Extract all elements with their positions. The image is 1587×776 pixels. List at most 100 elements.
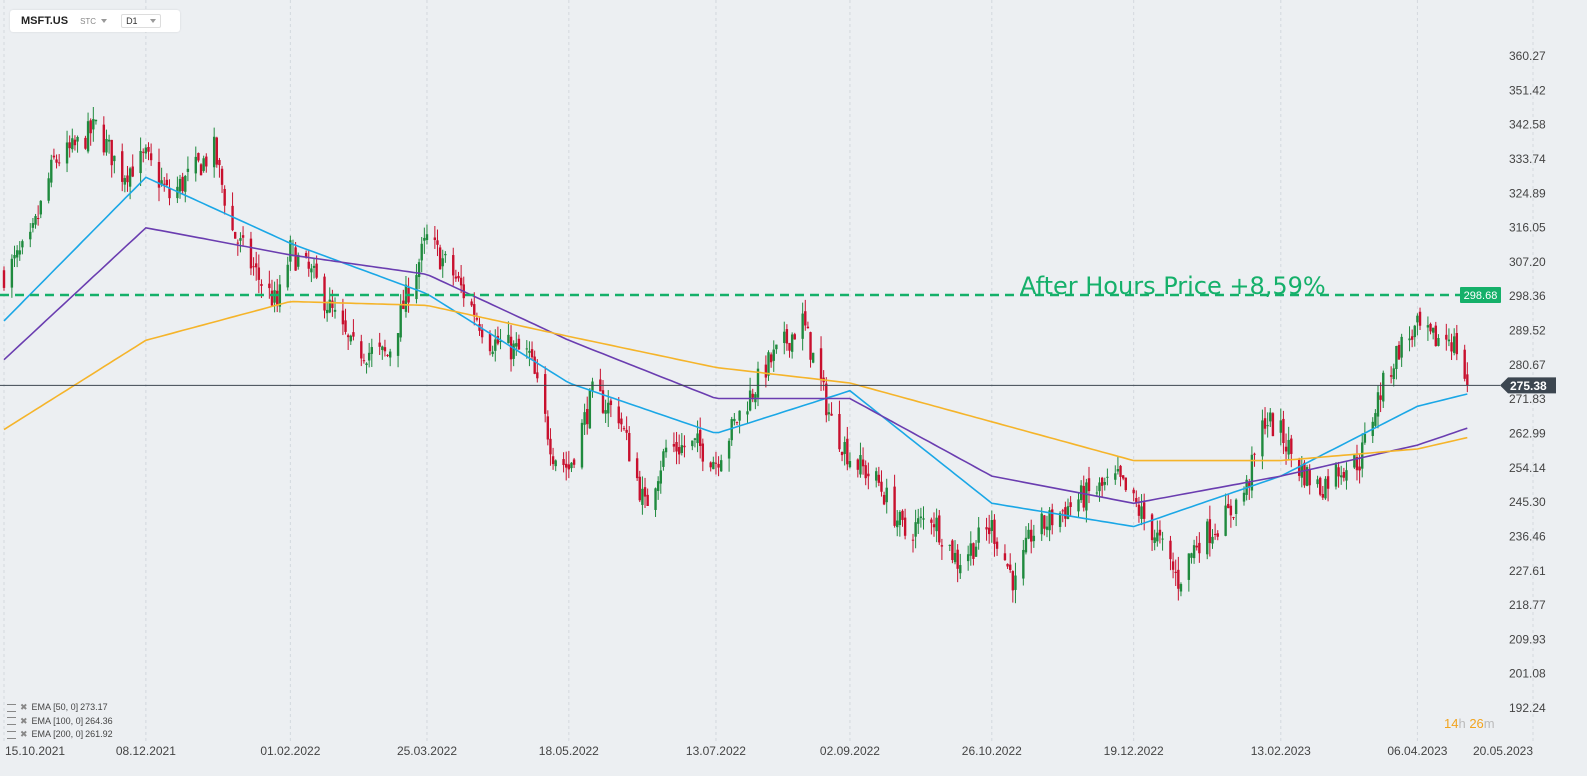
- candle-body: [1345, 470, 1348, 481]
- candle-body: [1408, 338, 1411, 341]
- candle-body: [930, 519, 933, 523]
- candle-body: [801, 313, 804, 339]
- legend-row-ema100[interactable]: ✖ EMA [100, 0] 264.36: [7, 715, 113, 729]
- symbol-name[interactable]: MSFT.US: [21, 15, 69, 27]
- timeframe-select[interactable]: D1: [121, 14, 161, 28]
- ema-line-200: [3, 300, 1468, 462]
- candle-body: [646, 494, 649, 506]
- candle-body: [659, 470, 662, 484]
- candle-body: [848, 461, 852, 468]
- x-tick-label: 13.07.2022: [686, 744, 746, 758]
- symbol-dropdown-icon[interactable]: [101, 19, 108, 23]
- legend-params: [100, 0]: [53, 715, 84, 726]
- candle-body: [333, 309, 337, 312]
- candle-body: [47, 178, 50, 201]
- legend-label: EMA: [31, 729, 52, 739]
- candle-body: [441, 258, 444, 267]
- candle-body: [877, 474, 881, 483]
- candle-body: [1455, 333, 1459, 355]
- settings-icon[interactable]: [7, 730, 16, 739]
- candle-body: [212, 136, 216, 168]
- candle-body: [1085, 482, 1088, 511]
- candle-body: [1032, 535, 1036, 542]
- candle-body: [52, 155, 56, 158]
- candle-body: [1466, 374, 1469, 386]
- candle-body: [252, 266, 255, 268]
- candle-body: [488, 333, 492, 352]
- close-icon[interactable]: ✖: [20, 729, 28, 739]
- settings-icon[interactable]: [7, 703, 16, 712]
- symbol-toolbar: MSFT.US STC D1: [10, 10, 180, 32]
- candle-body: [1132, 489, 1135, 494]
- x-tick-label: 06.04.2023: [1387, 744, 1447, 758]
- y-tick-label: 262.99: [1509, 426, 1546, 440]
- candle-body: [68, 142, 71, 149]
- candle-body: [415, 275, 418, 300]
- close-icon[interactable]: ✖: [20, 715, 28, 726]
- candle-body: [1337, 467, 1340, 477]
- candle-body: [344, 320, 347, 332]
- candle-body: [1287, 439, 1290, 455]
- candle-body: [793, 334, 796, 340]
- candle-body: [714, 462, 718, 464]
- candle-body: [18, 250, 21, 255]
- candle-body: [10, 258, 14, 288]
- candle-body: [388, 351, 392, 358]
- x-tick-label: 08.12.2021: [116, 744, 176, 758]
- timer-hours-unit: h: [1458, 716, 1466, 731]
- candle-body: [1192, 545, 1196, 559]
- candle-body: [565, 463, 568, 468]
- candle-body: [268, 283, 271, 289]
- settings-icon[interactable]: [7, 717, 16, 726]
- candle-body: [89, 120, 92, 134]
- candle-body: [1100, 477, 1104, 486]
- candle-body: [381, 346, 384, 351]
- ema-lines: [3, 176, 1468, 528]
- candle-body: [730, 419, 733, 441]
- candle-body: [139, 150, 142, 174]
- candle-body: [436, 240, 439, 245]
- candle-body: [1051, 509, 1054, 526]
- candle-body: [233, 231, 237, 239]
- legend-row-ema200[interactable]: ✖ EMA [200, 0] 261.92: [7, 728, 113, 742]
- y-tick-label: 351.42: [1509, 83, 1546, 97]
- candle-body: [1008, 564, 1012, 571]
- candle-body: [1006, 563, 1009, 567]
- candle-body: [94, 119, 98, 122]
- candle-body: [1011, 571, 1015, 591]
- candle-body: [1169, 540, 1172, 560]
- y-tick-label: 254.14: [1509, 461, 1546, 475]
- candle-body: [628, 433, 631, 462]
- candle-body: [641, 488, 644, 505]
- candle-body: [241, 235, 245, 238]
- candle-body: [444, 253, 447, 256]
- candle-body: [220, 168, 224, 185]
- legend-row-ema50[interactable]: ✖ EMA [50, 0] 273.17: [7, 701, 113, 715]
- candle-body: [809, 332, 812, 360]
- x-tick-label: 02.09.2022: [820, 744, 880, 758]
- candle-body: [1066, 506, 1070, 520]
- candle-body: [712, 461, 715, 470]
- indicator-legend: ✖ EMA [50, 0] 273.17 ✖ EMA [100, 0] 264.…: [7, 701, 113, 742]
- candle-body: [804, 311, 807, 326]
- candle-body: [959, 565, 962, 574]
- candle-body: [861, 459, 865, 467]
- candle-body: [459, 277, 463, 286]
- candle-body: [312, 265, 316, 268]
- candle-body: [1213, 533, 1217, 535]
- candle-body: [107, 139, 111, 142]
- candle-body: [1043, 515, 1046, 529]
- candle-body: [255, 263, 258, 268]
- candle-body: [856, 459, 860, 470]
- close-icon[interactable]: ✖: [20, 702, 28, 712]
- candle-body: [362, 360, 366, 362]
- candle-body: [452, 255, 455, 276]
- candle-body: [297, 254, 300, 267]
- legend-label: EMA: [31, 715, 52, 726]
- candle-body: [1316, 479, 1319, 485]
- candle-body: [86, 121, 90, 152]
- candle-body: [1340, 475, 1343, 478]
- candle-body: [1308, 469, 1311, 486]
- candle-body: [55, 159, 58, 163]
